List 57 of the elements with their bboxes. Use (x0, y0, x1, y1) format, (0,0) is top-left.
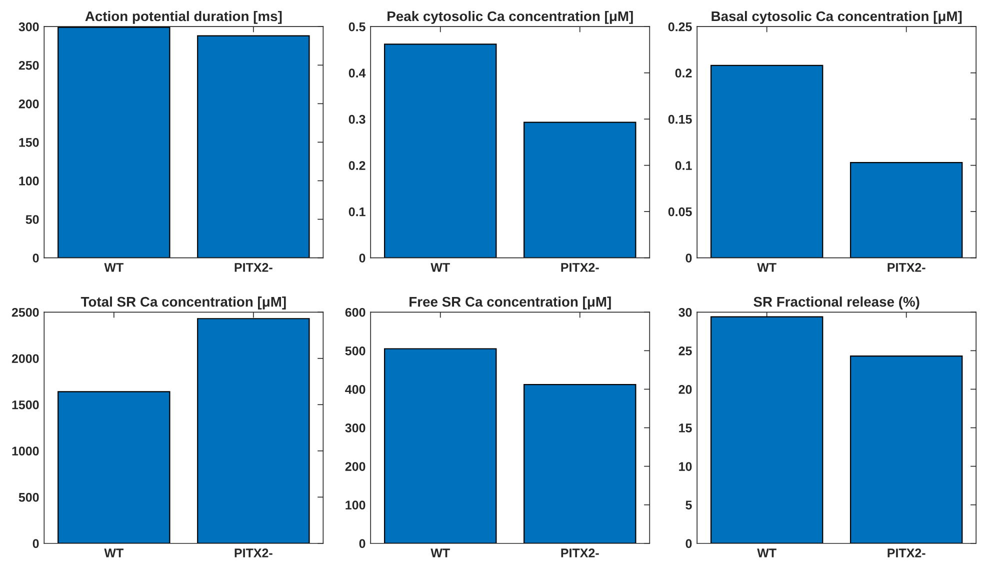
y-tick-label: 0.1 (348, 207, 366, 216)
y-tick-label: 250 (18, 60, 39, 70)
y-tick-label: 0.2 (675, 68, 692, 78)
x-tick-label: PITX2- (888, 548, 926, 558)
y-tick-label: 150 (19, 138, 39, 147)
y-tick-label: 100 (19, 176, 39, 186)
y-tick-label: 100 (346, 500, 366, 510)
x-tick-label: WT (757, 263, 776, 272)
y-tick-label: 0 (32, 254, 39, 262)
y-tick-label: 20 (678, 385, 692, 394)
y-tick-label: 0.15 (668, 114, 692, 124)
y-tick-label: 15 (679, 424, 692, 432)
y-tick-label: 500 (18, 492, 39, 502)
y-tick-label: 0.2 (348, 161, 366, 170)
y-tick-label: 5 (686, 500, 692, 510)
y-tick-label: 10 (679, 462, 692, 471)
chart-title: Total SR Ca concentration [μM] (80, 296, 286, 310)
x-tick-label: WT (104, 548, 124, 558)
y-tick-label: 0 (32, 539, 39, 548)
y-tick-label: 600 (345, 308, 366, 317)
chart-title: SR Fractional release (%) (754, 296, 920, 310)
chart-title: Action potential duration [ms] (85, 10, 282, 24)
y-tick-label: 400 (345, 385, 366, 394)
x-tick-label: WT (104, 263, 124, 272)
y-tick-label: 30 (678, 308, 692, 317)
y-tick-label: 0.1 (675, 161, 692, 170)
y-tick-label: 25 (678, 346, 692, 356)
y-tick-label: 0.05 (668, 207, 692, 216)
x-tick-label: PITX2- (234, 263, 272, 272)
y-tick-label: 500 (345, 346, 366, 356)
y-tick-label: 50 (26, 215, 39, 224)
y-tick-label: 300 (345, 424, 366, 432)
x-tick-label: WT (757, 548, 776, 558)
y-tick-label: 1000 (12, 446, 39, 456)
chart-title: Basal cytosolic Ca concentration [μM] (712, 10, 962, 24)
y-tick-label: 0 (686, 254, 692, 262)
x-tick-label: PITX2- (888, 263, 926, 272)
x-tick-label: PITX2- (234, 548, 272, 558)
y-tick-label: 300 (18, 22, 39, 32)
y-tick-label: 0.4 (348, 68, 366, 78)
x-tick-label: WT (430, 548, 450, 558)
x-tick-label: WT (430, 263, 450, 272)
chart-title: Peak cytosolic Ca concentration [μM] (388, 10, 633, 24)
y-tick-label: 0.3 (348, 114, 366, 124)
chart-title: Free SR Ca concentration [μM] (410, 296, 611, 310)
y-tick-label: 0 (359, 254, 366, 262)
x-tick-label: PITX2- (561, 548, 599, 558)
y-tick-label: 0.5 (348, 22, 366, 32)
y-tick-label: 200 (345, 462, 366, 471)
y-tick-label: 0 (686, 539, 692, 548)
y-tick-label: 2000 (12, 354, 39, 364)
y-tick-label: 0 (359, 539, 366, 548)
y-tick-label: 0.25 (668, 22, 692, 32)
y-tick-label: 1500 (12, 400, 39, 410)
y-tick-label: 200 (18, 99, 39, 108)
y-tick-label: 2500 (12, 308, 39, 317)
x-tick-label: PITX2- (561, 263, 599, 272)
